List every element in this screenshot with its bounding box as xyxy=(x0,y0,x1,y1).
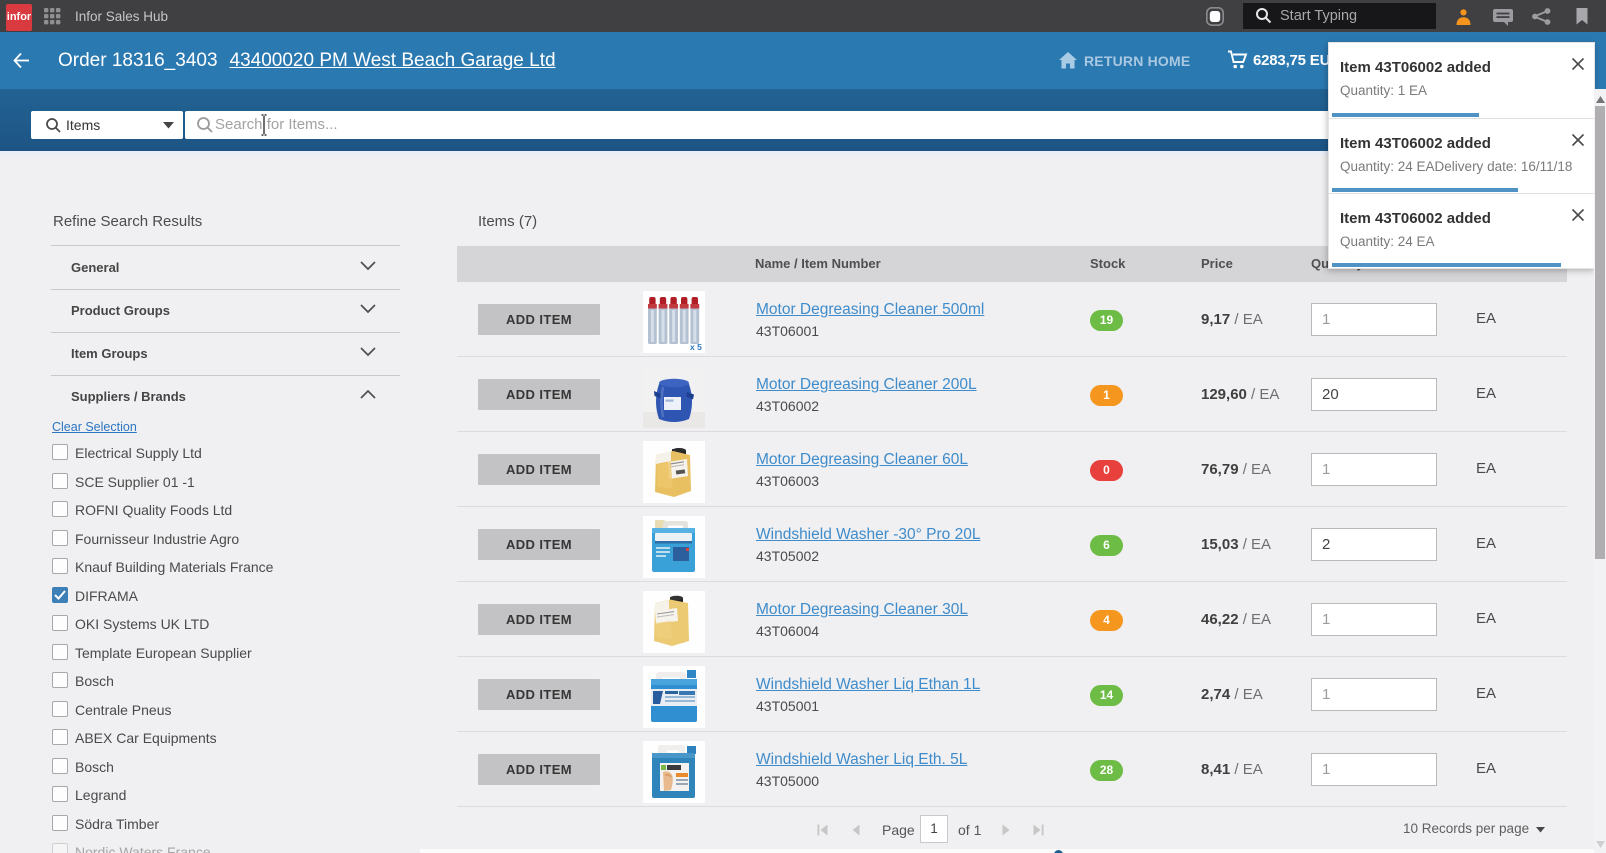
svg-text:x 5: x 5 xyxy=(690,342,702,352)
